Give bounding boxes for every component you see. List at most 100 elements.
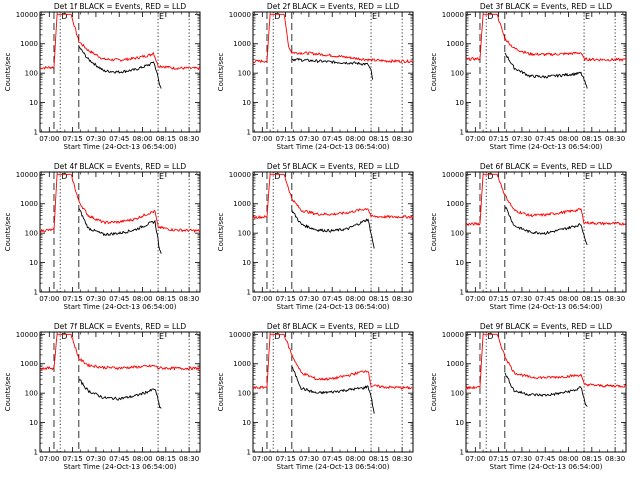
y-tick-label: 1 <box>34 449 38 457</box>
y-axis-label: Counts/sec <box>4 373 12 412</box>
time-marker-label: E <box>159 12 164 21</box>
panel-2: Det 2f BLACK = Events, RED = LLD 1 10 100 10… <box>217 2 414 151</box>
x-tick-label: 08:30 <box>605 455 625 463</box>
plot-frame <box>465 171 627 293</box>
y-tick-label: 10000 <box>442 11 464 19</box>
x-tick-label: 07:00 <box>39 295 59 303</box>
x-tick-label: 07:00 <box>39 135 59 143</box>
y-tick-label: 1000 <box>20 360 38 368</box>
data-layer <box>40 173 200 254</box>
y-axis-label: Counts/sec <box>4 213 12 252</box>
x-tick-label: 07:45 <box>535 295 555 303</box>
x-tick-label: 07:00 <box>465 455 485 463</box>
series-line-red <box>253 13 413 64</box>
data-layer <box>253 13 413 80</box>
series-line-red <box>253 333 413 390</box>
x-tick-label: 07:00 <box>465 135 485 143</box>
y-tick-label: 10000 <box>229 11 251 19</box>
x-tick-label: 07:45 <box>322 135 342 143</box>
x-axis-label: Start Time (24-Oct-13 06:54:00) <box>64 463 177 471</box>
panel-3: Det 3f BLACK = Events, RED = LLD 1 10 100 10… <box>430 2 627 151</box>
y-tick-label: 1000 <box>233 40 251 48</box>
panel-9: Det 9f BLACK = Events, RED = LLD 1 10 100 10… <box>430 322 627 471</box>
x-tick-label: 07:30 <box>86 455 106 463</box>
time-marker-label: E <box>585 172 590 181</box>
series-line-black <box>504 206 588 246</box>
y-tick-label: 100 <box>451 230 464 238</box>
data-layer <box>466 333 626 407</box>
y-tick-label: 10 <box>29 259 38 267</box>
x-tick-label: 08:15 <box>156 295 176 303</box>
time-marker-label: E <box>372 172 377 181</box>
series-line-black <box>78 378 162 409</box>
x-tick-label: 07:30 <box>512 135 532 143</box>
x-tick-label: 07:30 <box>299 135 319 143</box>
x-axis-label: Start Time (24-Oct-13 06:54:00) <box>490 303 603 311</box>
series-line-red <box>253 173 413 219</box>
y-tick-label: 10 <box>29 419 38 427</box>
x-tick-label: 07:15 <box>276 295 296 303</box>
y-tick-label: 1000 <box>233 360 251 368</box>
data-layer <box>40 333 200 409</box>
x-tick-label: 07:15 <box>63 135 83 143</box>
y-tick-label: 100 <box>451 70 464 78</box>
time-marker-label: D <box>487 12 493 21</box>
plot-frame <box>39 11 201 133</box>
y-tick-label: 1 <box>34 129 38 137</box>
panel-8: Det 8f BLACK = Events, RED = LLD 1 10 100 10… <box>217 322 414 471</box>
x-axis-label: Start Time (24-Oct-13 06:54:00) <box>64 143 177 151</box>
y-axis-label: Counts/sec <box>430 373 438 412</box>
panel-title: Det 5f BLACK = Events, RED = LLD <box>267 162 400 171</box>
x-tick-label: 08:00 <box>132 295 152 303</box>
series-line-red <box>466 13 626 62</box>
x-tick-label: 08:15 <box>369 135 389 143</box>
y-tick-label: 1000 <box>20 40 38 48</box>
y-tick-label: 10 <box>29 99 38 107</box>
x-tick-label: 07:45 <box>322 295 342 303</box>
y-tick-label: 10000 <box>229 331 251 339</box>
data-layer <box>253 173 413 249</box>
panel-5: Det 5f BLACK = Events, RED = LLD 1 10 100 10… <box>217 162 414 311</box>
series-line-red <box>466 333 626 390</box>
panel-1: Det 1f BLACK = Events, RED = LLD 1 10 100 10… <box>4 2 201 151</box>
x-tick-label: 07:45 <box>322 455 342 463</box>
panel-title: Det 7f BLACK = Events, RED = LLD <box>54 322 187 331</box>
series-line-black <box>504 52 588 89</box>
y-tick-label: 10000 <box>16 331 38 339</box>
time-marker-label: E <box>159 172 164 181</box>
series-line-red <box>466 173 626 226</box>
y-tick-label: 1000 <box>446 200 464 208</box>
plot-frame <box>465 11 627 133</box>
y-axis-label: Counts/sec <box>430 53 438 92</box>
panel-4: Det 4f BLACK = Events, RED = LLD 1 10 100 10… <box>4 162 201 311</box>
x-tick-label: 07:15 <box>489 455 509 463</box>
x-tick-label: 08:30 <box>392 455 412 463</box>
y-tick-label: 1 <box>247 129 251 137</box>
y-tick-label: 1 <box>460 129 464 137</box>
x-tick-label: 07:15 <box>63 455 83 463</box>
x-tick-label: 07:00 <box>465 295 485 303</box>
series-line-black <box>78 208 162 254</box>
plot-frame <box>252 11 414 133</box>
time-marker-label: E <box>159 332 164 341</box>
data-layer <box>253 333 413 414</box>
x-tick-label: 07:15 <box>276 455 296 463</box>
x-tick-label: 07:45 <box>109 135 129 143</box>
x-axis-label: Start Time (24-Oct-13 06:54:00) <box>64 303 177 311</box>
y-tick-label: 10 <box>455 99 464 107</box>
y-tick-label: 10 <box>455 419 464 427</box>
x-tick-label: 07:15 <box>489 295 509 303</box>
x-tick-label: 08:00 <box>345 295 365 303</box>
x-tick-label: 08:30 <box>179 455 199 463</box>
series-line-black <box>504 372 588 407</box>
y-tick-label: 10 <box>242 259 251 267</box>
x-tick-label: 08:15 <box>156 455 176 463</box>
x-tick-label: 07:15 <box>276 135 296 143</box>
y-tick-label: 10000 <box>442 331 464 339</box>
y-tick-label: 10 <box>242 419 251 427</box>
panel-7: Det 7f BLACK = Events, RED = LLD 1 10 100 10… <box>4 322 201 471</box>
y-tick-label: 100 <box>238 390 251 398</box>
plot-frame <box>465 331 627 453</box>
time-marker-label: E <box>585 12 590 21</box>
